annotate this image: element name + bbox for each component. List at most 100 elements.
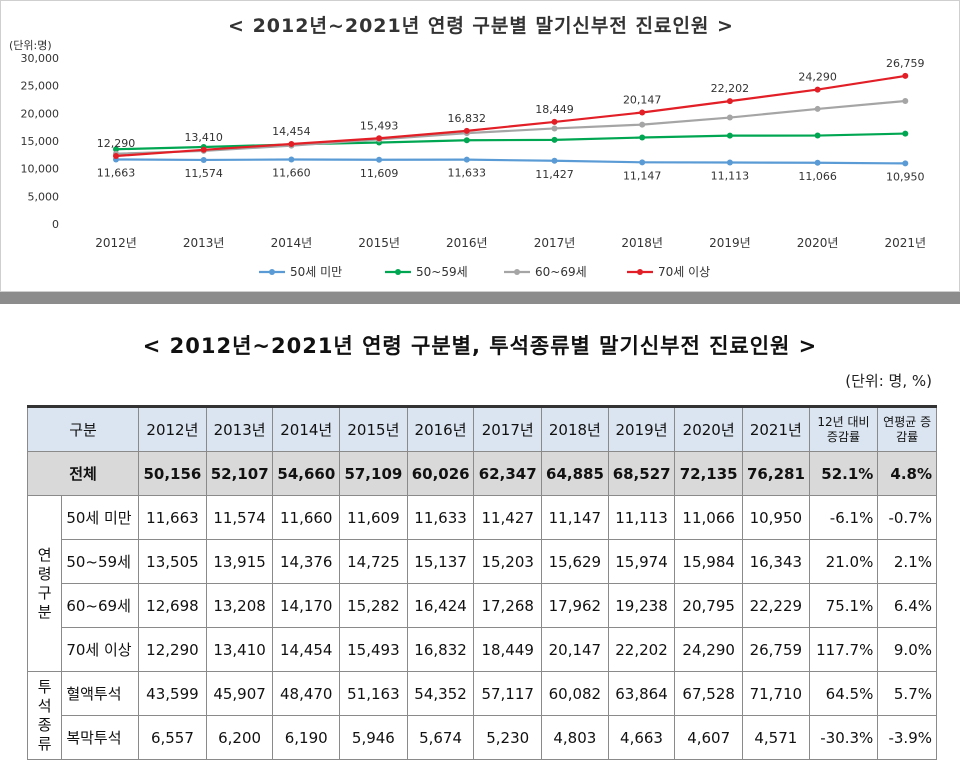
cell-value: 15,203 [473, 539, 543, 584]
header-year: 2018년 [541, 405, 609, 452]
x-tick-label: 2019년 [709, 236, 751, 250]
cell-value: 18,449 [473, 627, 543, 672]
cell-value: 11,427 [473, 495, 543, 540]
cell-value: 10,950 [742, 495, 810, 540]
total-value: 62,347 [473, 451, 543, 496]
data-label: 11,427 [535, 168, 574, 181]
data-label: 14,454 [272, 125, 311, 138]
group-label-char: 투 [37, 677, 52, 696]
series-point [902, 160, 909, 167]
data-label: 12,290 [97, 137, 136, 150]
rate-vs-2012: 75.1% [808, 583, 879, 628]
cell-value: 12,290 [138, 627, 207, 672]
cell-value: 13,208 [205, 583, 274, 628]
cell-value: 5,674 [406, 715, 475, 760]
cell-value: 4,607 [674, 715, 743, 760]
row-label: 60~69세 [61, 583, 140, 628]
cell-value: 60,082 [541, 671, 609, 716]
series-point [288, 141, 295, 148]
data-label: 11,113 [711, 170, 750, 183]
series-point [376, 156, 383, 163]
group-label-char: 연 [37, 545, 52, 564]
group-label-char: 분 [37, 602, 52, 621]
table-header-row: 구분 2012년 2013년 2014년 2015년 2016년 2017년 2… [26, 405, 937, 452]
rate-vs-2012: -30.3% [808, 715, 879, 760]
rate-vs-2012: 64.5% [808, 671, 879, 716]
total-rate-vs-2012: 52.1% [808, 451, 879, 496]
series-line [115, 132, 906, 151]
legend-label: 60~69세 [535, 265, 587, 279]
series-point [726, 98, 733, 105]
cell-value: 13,505 [138, 539, 207, 584]
cell-value: 15,137 [406, 539, 475, 584]
y-tick-label: 5,000 [28, 190, 60, 203]
cell-value: 22,229 [742, 583, 810, 628]
series-point [200, 156, 207, 163]
table-row: 70세 이상 12,290 13,410 14,454 15,493 16,832 18,4… [28, 627, 937, 672]
header-year: 2017년 [473, 405, 543, 452]
legend-marker [514, 269, 520, 275]
legend-label: 50세 미만 [290, 265, 342, 279]
cell-value: 11,574 [205, 495, 274, 540]
series-point [902, 97, 909, 104]
cell-value: 19,238 [607, 583, 676, 628]
cell-value: 71,710 [742, 671, 810, 716]
header-year: 2019년 [607, 405, 676, 452]
cell-value: 14,170 [272, 583, 341, 628]
cell-value: 51,163 [339, 671, 408, 716]
series-point [639, 121, 646, 128]
legend-marker [637, 269, 643, 275]
series-point [551, 136, 558, 143]
y-tick-label: 10,000 [21, 163, 60, 176]
cell-value: 5,946 [339, 715, 408, 760]
cell-value: 16,343 [742, 539, 810, 584]
total-value: 64,885 [541, 451, 609, 496]
section-divider [0, 292, 960, 304]
x-tick-label: 2017년 [534, 236, 576, 250]
x-tick-label: 2015년 [358, 236, 400, 250]
line-chart: 0 5,000 10,000 15,000 20,000 25,000 30,000 2012… [21, 52, 927, 279]
series-line [115, 158, 906, 165]
cell-value: 4,663 [607, 715, 676, 760]
data-label: 15,493 [360, 119, 399, 132]
data-label: 13,410 [184, 131, 223, 144]
series-point [113, 146, 119, 153]
data-label: 20,147 [623, 94, 662, 107]
data-label: 11,633 [448, 167, 487, 180]
cell-value: 24,290 [674, 627, 743, 672]
data-label: 18,449 [535, 103, 574, 116]
chart-title: < 2012년~2021년 연령 구분별 말기신부전 진료인원 > [228, 15, 734, 37]
series-point [726, 114, 733, 121]
cell-value: 6,200 [205, 715, 274, 760]
total-value: 52,107 [205, 451, 274, 496]
group-label-char: 종 [37, 715, 52, 734]
cell-value: 4,571 [742, 715, 810, 760]
cell-value: 12,698 [138, 583, 207, 628]
cell-value: 22,202 [607, 627, 676, 672]
cell-value: 16,832 [406, 627, 475, 672]
cell-value: 5,230 [473, 715, 543, 760]
cell-value: 15,282 [339, 583, 408, 628]
data-label: 24,290 [798, 71, 837, 84]
cell-value: 6,557 [138, 715, 207, 760]
series-point [814, 86, 821, 93]
series-point [639, 109, 646, 116]
header-year: 2012년 [138, 405, 207, 452]
legend-label: 50~59세 [416, 265, 468, 279]
header-year: 2021년 [742, 405, 810, 452]
cell-value: 14,376 [272, 539, 341, 584]
group-label-char: 류 [37, 734, 52, 753]
data-label: 16,832 [448, 112, 487, 125]
table-unit-label: (단위: 명, %) [845, 372, 932, 390]
cell-value: 43,599 [138, 671, 207, 716]
data-label: 11,147 [623, 169, 662, 182]
cell-value: 11,147 [541, 495, 609, 540]
total-label: 전체 [26, 451, 140, 496]
cell-value: 15,974 [607, 539, 676, 584]
data-label: 11,066 [798, 170, 837, 183]
annual-rate: 5.7% [877, 671, 937, 716]
chart-panel: < 2012년~2021년 연령 구분별 말기신부전 진료인원 > (단위:명)… [0, 0, 960, 292]
legend-marker [395, 269, 401, 275]
